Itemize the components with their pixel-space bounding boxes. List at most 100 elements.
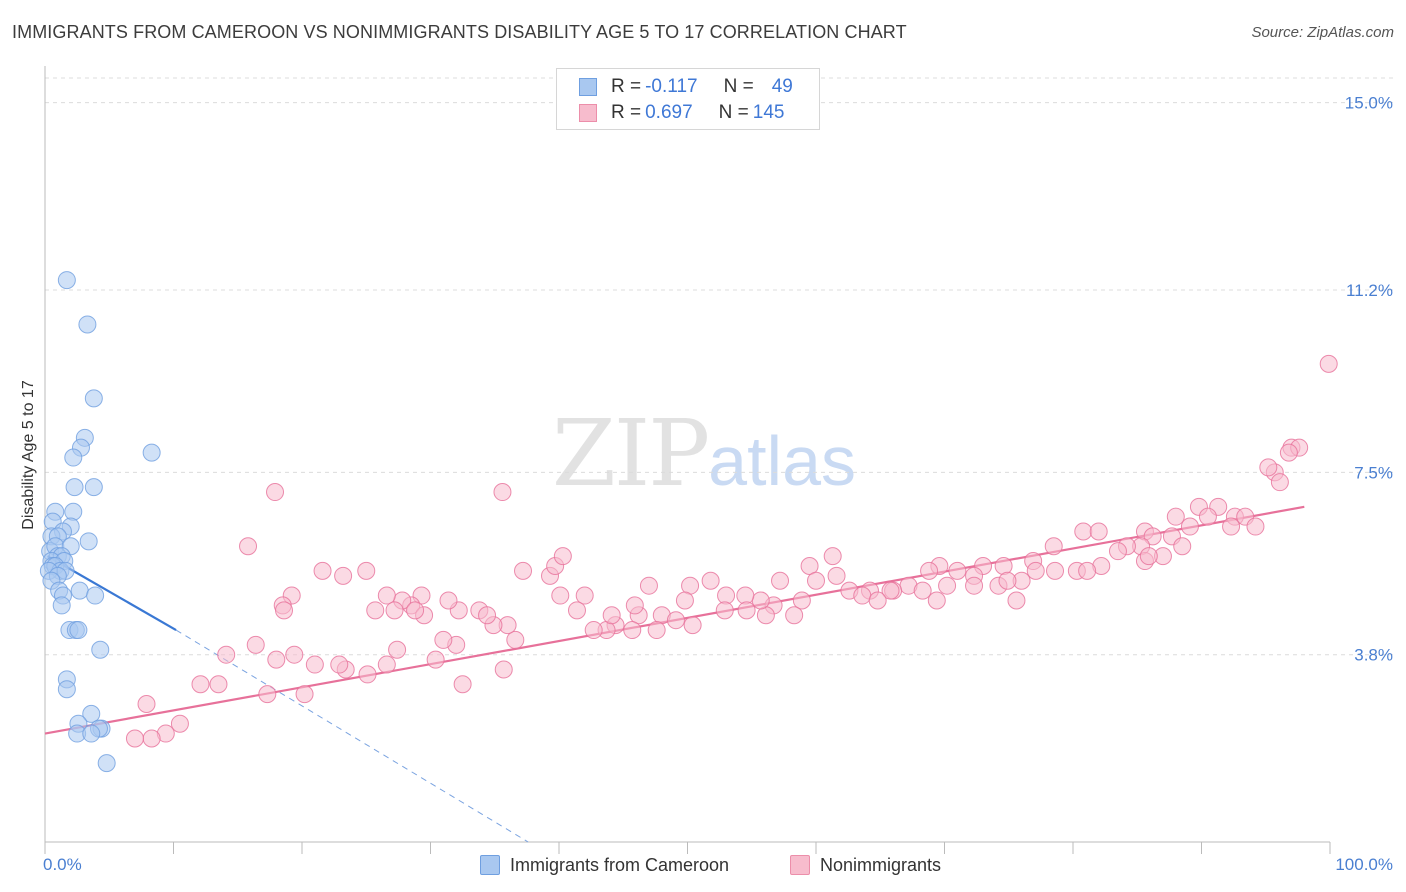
- point-cameroon: [64, 448, 83, 467]
- point-nonimmigrants: [1089, 522, 1108, 541]
- source-label: Source: ZipAtlas.com: [1251, 24, 1394, 41]
- point-nonimmigrants: [358, 665, 377, 684]
- legend-r-value: -0.117: [645, 76, 698, 97]
- point-nonimmigrants: [478, 606, 497, 625]
- legend-swatch-cameroon: [579, 78, 597, 96]
- point-nonimmigrants: [191, 675, 210, 694]
- point-nonimmigrants: [137, 694, 156, 713]
- point-nonimmigrants: [493, 483, 512, 502]
- point-nonimmigrants: [246, 635, 265, 654]
- point-nonimmigrants: [625, 596, 644, 615]
- legend-n-label: N =: [718, 102, 749, 123]
- point-nonimmigrants: [853, 586, 872, 605]
- point-cameroon: [57, 271, 76, 290]
- point-nonimmigrants: [453, 675, 472, 694]
- point-nonimmigrants: [807, 571, 825, 590]
- point-nonimmigrants: [602, 606, 621, 625]
- bottom-legend-nonimmigrants: Nonimmigrants: [790, 852, 941, 878]
- point-nonimmigrants: [551, 586, 570, 605]
- point-nonimmigrants: [771, 571, 790, 590]
- point-nonimmigrants: [1074, 522, 1093, 541]
- point-nonimmigrants: [666, 611, 685, 630]
- point-nonimmigrants: [330, 655, 349, 674]
- point-nonimmigrants: [388, 640, 407, 659]
- point-nonimmigrants: [1139, 547, 1158, 566]
- point-nonimmigrants: [868, 591, 887, 610]
- point-nonimmigrants: [357, 561, 376, 580]
- point-nonimmigrants: [938, 576, 957, 595]
- watermark: ZIPatlas: [552, 400, 856, 507]
- point-nonimmigrants: [1007, 591, 1026, 610]
- point-nonimmigrants: [701, 571, 720, 590]
- point-nonimmigrants: [285, 645, 304, 664]
- legend-n-value: 49: [771, 76, 793, 97]
- point-cameroon: [69, 621, 88, 640]
- grid-lines: [45, 77, 1395, 656]
- point-nonimmigrants: [439, 591, 458, 610]
- point-cameroon: [70, 581, 89, 600]
- point-cameroon: [52, 596, 71, 615]
- y-axis-label: Disability Age 5 to 17: [20, 380, 37, 530]
- data-points: [39, 271, 1338, 773]
- point-nonimmigrants: [142, 729, 161, 748]
- watermark-atlas: atlas: [708, 422, 857, 500]
- legend-n-label: N =: [723, 76, 754, 97]
- point-nonimmigrants: [275, 601, 294, 620]
- point-nonimmigrants: [998, 571, 1017, 590]
- point-nonimmigrants: [1046, 561, 1065, 580]
- point-nonimmigrants: [305, 655, 324, 674]
- point-cameroon: [78, 315, 97, 334]
- point-nonimmigrants: [623, 621, 642, 640]
- point-cameroon: [84, 389, 103, 408]
- point-cameroon: [65, 478, 84, 497]
- point-nonimmigrants: [209, 675, 228, 694]
- point-nonimmigrants: [377, 586, 396, 605]
- y-tick-label: 3.8%: [1354, 646, 1393, 665]
- point-nonimmigrants: [737, 601, 756, 620]
- point-nonimmigrants: [377, 655, 396, 674]
- point-nonimmigrants: [994, 556, 1013, 575]
- y-tick-label: 7.5%: [1354, 463, 1393, 482]
- point-nonimmigrants: [965, 576, 984, 595]
- watermark-zip: ZIP: [552, 400, 710, 507]
- x-tick-label: 0.0%: [43, 855, 82, 874]
- point-nonimmigrants: [170, 714, 189, 733]
- point-nonimmigrants: [553, 547, 572, 566]
- point-nonimmigrants: [881, 581, 900, 600]
- point-nonimmigrants: [1143, 527, 1162, 546]
- point-nonimmigrants: [1166, 507, 1185, 526]
- point-nonimmigrants: [1279, 443, 1298, 462]
- axes: [44, 66, 1331, 854]
- point-nonimmigrants: [385, 601, 404, 620]
- point-nonimmigrants: [1173, 537, 1192, 556]
- point-nonimmigrants: [639, 576, 658, 595]
- point-nonimmigrants: [751, 591, 770, 610]
- point-nonimmigrants: [1246, 517, 1265, 536]
- point-cameroon: [142, 443, 161, 462]
- point-nonimmigrants: [920, 561, 939, 580]
- point-nonimmigrants: [1319, 354, 1338, 373]
- point-nonimmigrants: [715, 601, 734, 620]
- x-tick-label: 100.0%: [1335, 855, 1393, 874]
- legend: R = -0.117 N = 49 R = 0.697 N = 145: [556, 68, 820, 130]
- bottom-legend-label-cameroon: Immigrants from Cameroon: [510, 854, 730, 875]
- point-cameroon: [86, 586, 105, 605]
- point-cameroon: [79, 532, 98, 551]
- legend-r-value: 0.697: [645, 102, 693, 123]
- legend-n-value: 145: [752, 102, 785, 123]
- point-nonimmigrants: [785, 606, 804, 625]
- point-nonimmigrants: [913, 581, 932, 600]
- point-cameroon: [84, 478, 103, 497]
- point-nonimmigrants: [675, 591, 694, 610]
- legend-r-label: R =: [611, 102, 642, 123]
- point-nonimmigrants: [514, 561, 533, 580]
- point-nonimmigrants: [567, 601, 586, 620]
- point-nonimmigrants: [295, 685, 314, 704]
- point-nonimmigrants: [1108, 542, 1127, 561]
- point-nonimmigrants: [823, 547, 842, 566]
- point-nonimmigrants: [948, 561, 967, 580]
- bottom-legend-cameroon: Immigrants from Cameroon: [480, 852, 729, 878]
- point-nonimmigrants: [506, 630, 525, 649]
- y-tick-label: 11.2%: [1346, 281, 1393, 300]
- point-nonimmigrants: [434, 630, 453, 649]
